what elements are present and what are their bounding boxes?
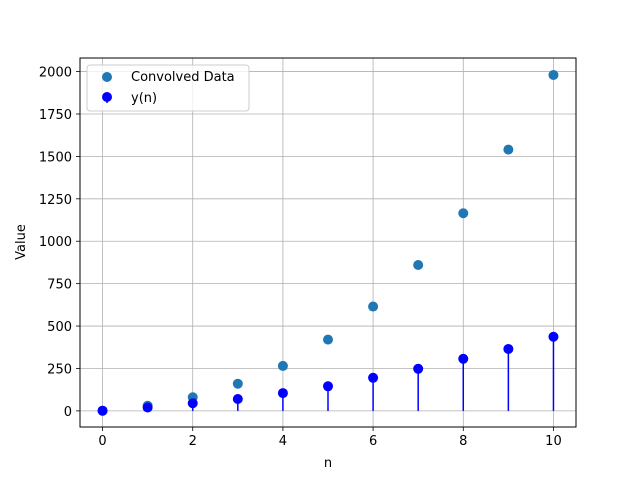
y-tick-label: 1500 — [39, 150, 72, 165]
y-axis-label: Value — [14, 224, 29, 260]
stem-series — [101, 336, 555, 411]
x-tick-label: 6 — [369, 434, 377, 449]
legend-marker-convolved-data — [102, 72, 112, 82]
yn-stem-marker — [413, 363, 424, 374]
x-tick-label: 4 — [279, 434, 287, 449]
convolved-data-point — [458, 208, 469, 219]
x-tick-label: 8 — [459, 434, 467, 449]
convolved-data-point — [548, 69, 559, 80]
convolved-data-point — [413, 259, 424, 270]
x-tick-label: 0 — [98, 434, 106, 449]
x-axis-label: n — [324, 456, 332, 471]
y-tick-label: 2000 — [39, 66, 72, 81]
convolved-data-point — [323, 334, 333, 345]
y-axis-ticks: 0 250 500 750 1000 1250 1500 1750 2000 — [39, 66, 80, 420]
scatter-series — [97, 69, 559, 416]
convolved-data-point — [368, 301, 379, 312]
yn-stem-marker — [548, 331, 559, 342]
yn-stem-marker — [277, 388, 288, 399]
yn-stem-marker — [232, 394, 243, 405]
yn-stem-marker — [187, 398, 198, 409]
y-tick-label: 0 — [64, 405, 72, 420]
plot-area-frame — [79, 57, 577, 428]
y-tick-label: 1250 — [39, 193, 72, 208]
legend-label-convolved-data: Convolved Data — [131, 70, 235, 85]
yn-stem-marker — [368, 372, 379, 383]
yn-stem-marker — [97, 405, 108, 416]
convolved-data-point — [232, 378, 243, 389]
yn-stem-marker — [503, 343, 514, 354]
yn-stem-marker — [142, 402, 153, 413]
yn-stem-marker — [458, 353, 469, 364]
y-tick-label: 250 — [47, 362, 72, 377]
convolved-data-point — [503, 144, 514, 155]
y-tick-label: 500 — [47, 320, 72, 335]
grid-lines — [80, 58, 576, 427]
convolved-data-point — [277, 360, 288, 371]
legend: Convolved Data y(n) — [86, 64, 250, 112]
x-tick-label: 10 — [545, 434, 562, 449]
legend-box — [86, 64, 250, 112]
y-tick-label: 1750 — [39, 108, 72, 123]
yn-stem-marker — [323, 381, 333, 392]
y-tick-label: 1000 — [39, 235, 72, 250]
x-axis-ticks: 0 2 4 6 8 10 — [98, 427, 562, 449]
y-tick-label: 750 — [47, 278, 72, 293]
legend-label-yn: y(n) — [131, 91, 157, 106]
legend-marker-yn — [102, 92, 112, 102]
x-tick-label: 2 — [189, 434, 197, 449]
